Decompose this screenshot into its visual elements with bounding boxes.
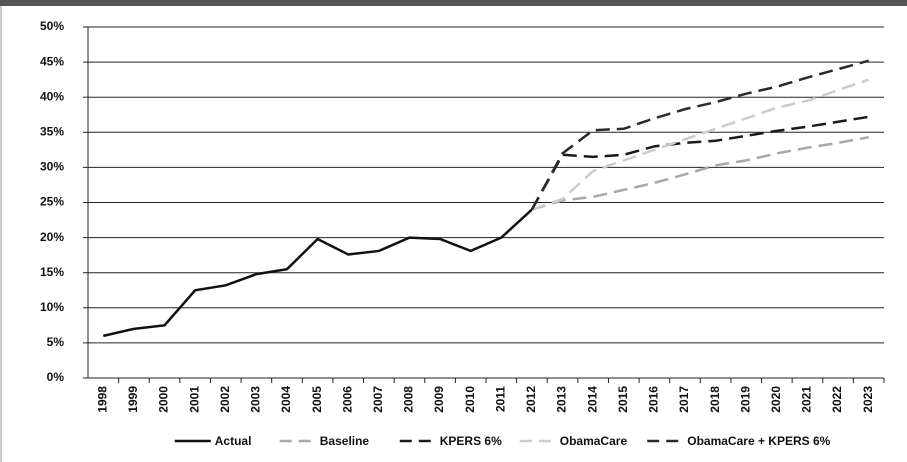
x-tick-label: 2022 (830, 386, 844, 413)
x-tick-label: 2001 (187, 386, 201, 413)
y-tick-label: 45% (40, 54, 64, 68)
x-tick-label: 2012 (524, 386, 538, 413)
x-tick-label: 2013 (555, 386, 569, 413)
x-tick-label: 2023 (861, 386, 875, 413)
series-line (530, 59, 870, 211)
x-tick-label: 2006 (340, 386, 354, 413)
y-tick-label: 5% (47, 335, 65, 349)
legend-label: ObamaCare + KPERS 6% (687, 434, 830, 448)
x-tick-label: 2007 (371, 386, 385, 413)
x-tick-label: 2002 (218, 386, 232, 413)
x-tick-label: 2014 (585, 386, 599, 413)
x-tick-label: 2020 (769, 386, 783, 413)
legend-label: KPERS 6% (440, 434, 502, 448)
series-line (531, 78, 870, 211)
x-tick-label: 2000 (157, 386, 171, 413)
x-tick-label: 2003 (249, 386, 263, 413)
x-tick-label: 2005 (310, 386, 324, 413)
y-tick-label: 15% (40, 265, 64, 279)
x-tick-label: 2008 (402, 386, 416, 413)
y-tick-label: 25% (40, 195, 64, 209)
x-tick-label: 1998 (95, 386, 109, 413)
x-tick-label: 2017 (677, 386, 691, 413)
x-tick-label: 1999 (126, 386, 140, 413)
legend-label: ObamaCare (560, 434, 628, 448)
x-tick-label: 2019 (738, 386, 752, 413)
x-tick-label: 2021 (800, 386, 814, 413)
y-tick-label: 50% (40, 19, 64, 33)
y-tick-label: 0% (47, 370, 65, 384)
y-tick-label: 30% (40, 160, 64, 174)
x-tick-label: 2018 (708, 386, 722, 413)
x-tick-label: 2009 (432, 386, 446, 413)
legend-label: Baseline (320, 434, 370, 448)
series-line (103, 208, 533, 338)
top-border (0, 0, 907, 6)
x-tick-label: 2015 (616, 386, 630, 413)
x-tick-label: 2010 (463, 386, 477, 413)
y-tick-label: 20% (40, 230, 64, 244)
y-tick-label: 35% (40, 124, 64, 138)
series-line (531, 135, 869, 211)
series-line (530, 115, 869, 211)
legend-label: Actual (215, 434, 252, 448)
x-tick-label: 2011 (493, 386, 507, 412)
y-tick-label: 40% (40, 89, 64, 103)
x-tick-label: 2004 (279, 386, 293, 413)
y-tick-label: 10% (40, 300, 64, 314)
x-tick-label: 2016 (647, 386, 661, 413)
